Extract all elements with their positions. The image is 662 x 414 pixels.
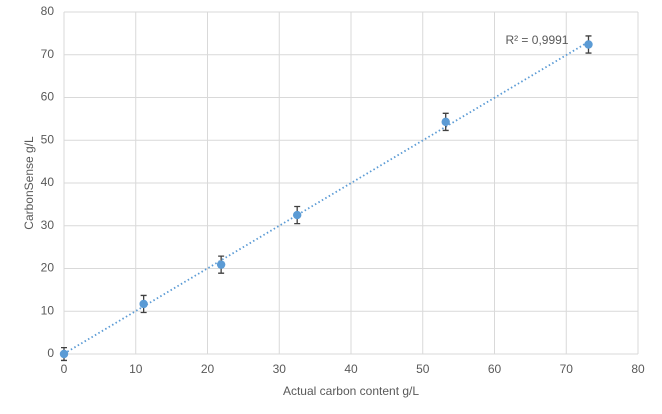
y-tick-label: 40 xyxy=(41,175,55,189)
data-point xyxy=(441,117,450,127)
x-axis-title: Actual carbon content g/L xyxy=(283,384,419,398)
y-tick-label: 50 xyxy=(41,132,55,146)
annotation: R² = 0,9991 xyxy=(505,33,568,47)
trendline xyxy=(63,41,589,355)
x-tick-label: 10 xyxy=(129,362,143,376)
y-tick-label: 80 xyxy=(41,4,55,18)
y-tick-label: 60 xyxy=(41,90,55,104)
y-tick-label: 70 xyxy=(41,47,55,61)
x-tick-label: 60 xyxy=(488,362,502,376)
x-tick-label: 50 xyxy=(416,362,430,376)
data-point xyxy=(292,210,302,220)
data-point xyxy=(584,40,593,49)
y-tick-label: 30 xyxy=(41,218,55,232)
x-tick-label: 70 xyxy=(560,362,574,376)
x-tick-label: 40 xyxy=(344,362,358,376)
y-tick-label: 10 xyxy=(41,303,55,317)
data-point xyxy=(59,349,69,359)
y-tick-label: 20 xyxy=(41,261,55,275)
x-tick-label: 20 xyxy=(201,362,215,376)
data-point xyxy=(139,299,148,309)
y-tick-label: 0 xyxy=(47,346,54,360)
y-axis-title: CarbonSense g/L xyxy=(22,136,36,230)
x-tick-label: 30 xyxy=(273,362,287,376)
data-point xyxy=(216,260,226,269)
x-tick-label: 80 xyxy=(631,362,645,376)
x-tick-label: 0 xyxy=(61,362,68,376)
